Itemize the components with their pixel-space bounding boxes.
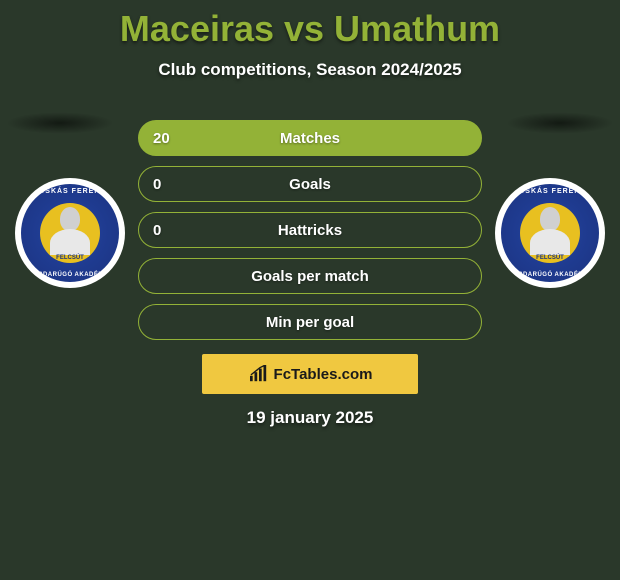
stat-row-goals-per-match: Goals per match — [138, 258, 482, 294]
badge-center-label: FELCSÚT — [40, 255, 100, 261]
stat-label: Goals — [139, 176, 481, 193]
page-subtitle: Club competitions, Season 2024/2025 — [0, 60, 620, 80]
page-title: Maceiras vs Umathum — [0, 0, 620, 50]
stat-label: Min per goal — [139, 314, 481, 331]
stat-row-goals: 0 Goals — [138, 166, 482, 202]
brand-text: FcTables.com — [274, 366, 373, 383]
stat-row-hattricks: 0 Hattricks — [138, 212, 482, 248]
badge-text-top: PUSKÁS FERENC — [21, 188, 119, 195]
bar-chart-icon — [248, 365, 270, 383]
badge-center: FELCSÚT — [520, 203, 580, 263]
stat-row-min-per-goal: Min per goal — [138, 304, 482, 340]
badge-center-label: FELCSÚT — [520, 255, 580, 261]
badge-person-icon — [48, 207, 92, 259]
player-shadow-left — [6, 112, 114, 134]
stat-row-matches: 20 Matches — [138, 120, 482, 156]
stat-label: Goals per match — [139, 268, 481, 285]
club-badge-inner: PUSKÁS FERENC FELCSÚT LABDARÚGÓ AKADÉMIA — [21, 184, 119, 282]
stat-label: Hattricks — [139, 222, 481, 239]
stat-label: Matches — [139, 130, 481, 147]
stat-value-left: 0 — [153, 176, 161, 193]
club-badge-inner: PUSKÁS FERENC FELCSÚT LABDARÚGÓ AKADÉMIA — [501, 184, 599, 282]
badge-text-bottom: LABDARÚGÓ AKADÉMIA — [501, 272, 599, 278]
page-container: Maceiras vs Umathum Club competitions, S… — [0, 0, 620, 580]
player-shadow-right — [506, 112, 614, 134]
club-badge-left[interactable]: PUSKÁS FERENC FELCSÚT LABDARÚGÓ AKADÉMIA — [15, 178, 125, 288]
club-badge-right[interactable]: PUSKÁS FERENC FELCSÚT LABDARÚGÓ AKADÉMIA — [495, 178, 605, 288]
badge-center: FELCSÚT — [40, 203, 100, 263]
stats-panel: 20 Matches 0 Goals 0 Hattricks Goals per… — [138, 120, 482, 350]
stat-value-left: 20 — [153, 130, 170, 147]
badge-text-top: PUSKÁS FERENC — [501, 188, 599, 195]
date-text: 19 january 2025 — [0, 408, 620, 428]
stat-value-left: 0 — [153, 222, 161, 239]
brand-box[interactable]: FcTables.com — [202, 354, 418, 394]
badge-text-bottom: LABDARÚGÓ AKADÉMIA — [21, 272, 119, 278]
badge-person-icon — [528, 207, 572, 259]
